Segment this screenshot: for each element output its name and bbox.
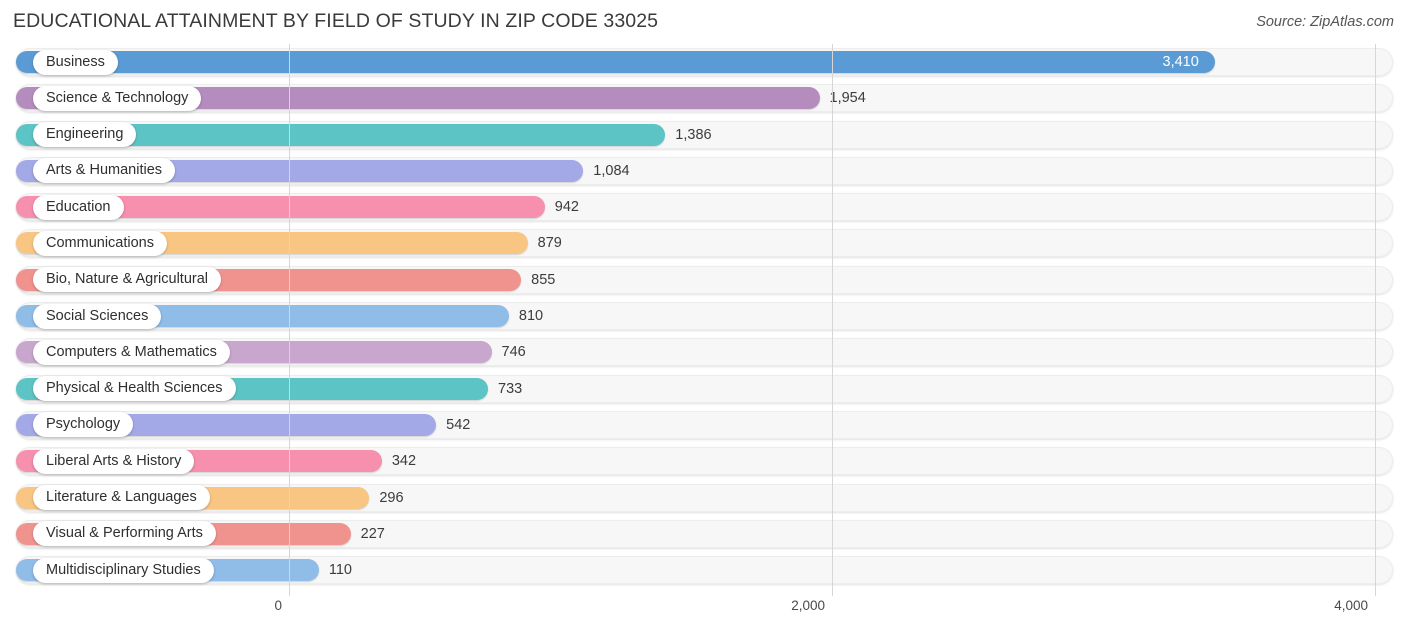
bar-value-label: 733 [498, 380, 523, 397]
category-label: Multidisciplinary Studies [33, 557, 214, 583]
bar-value-label: 342 [391, 453, 417, 470]
category-label: Communications [33, 230, 167, 256]
category-label: Engineering [33, 122, 137, 148]
bar-rows: Business 3,410 Science & Technology 1,954 En… [0, 44, 1406, 588]
bar-fill[interactable] [16, 196, 545, 219]
category-label: Literature & Languages [33, 485, 210, 511]
bar-row[interactable]: Bio, Nature & Agricultural 855 [0, 262, 1406, 298]
bar-value-label: 296 [379, 489, 404, 506]
bar-fill[interactable] [16, 87, 820, 110]
bar-row[interactable]: Liberal Arts & History 342 [0, 443, 1406, 479]
bar-fill[interactable] [16, 123, 666, 146]
bar-value-label: 855 [531, 271, 556, 288]
category-label: Computers & Mathematics [33, 339, 230, 365]
category-label: Bio, Nature & Agricultural [33, 267, 221, 293]
bar-value-label: 746 [501, 344, 526, 361]
bar-row[interactable]: Social Sciences 810 [0, 298, 1406, 334]
bar-row[interactable]: Computers & Mathematics 746 [0, 334, 1406, 370]
source-attribution: Source: ZipAtlas.com [1256, 14, 1394, 30]
bar-value-label: 542 [446, 416, 471, 433]
bar-value-label: 227 [360, 525, 385, 542]
category-label: Science & Technology [33, 85, 202, 111]
bar-row[interactable]: Education 942 [0, 189, 1406, 225]
bar-value-label: 1,386 [675, 126, 712, 143]
bar-value-label: 1,084 [593, 162, 630, 179]
bar-row[interactable]: Literature & Languages 296 [0, 480, 1406, 516]
bar-row[interactable]: Multidisciplinary Studies 110 [0, 552, 1406, 588]
chart-plot-area: Business 3,410 Science & Technology 1,954 En… [0, 44, 1406, 596]
bar-value-label: 810 [518, 308, 544, 325]
category-label: Psychology [33, 412, 134, 438]
bar-value-label: 1,954 [829, 90, 866, 107]
category-label: Visual & Performing Arts [33, 521, 216, 547]
bar-row[interactable]: Physical & Health Sciences 733 [0, 371, 1406, 407]
bar-row[interactable]: Business 3,410 [0, 44, 1406, 80]
bar-value-label: 879 [537, 235, 562, 252]
category-label: Social Sciences [33, 303, 162, 329]
bar-row[interactable]: Science & Technology 1,954 [0, 80, 1406, 116]
x-axis-tick: 2,000 [791, 598, 825, 613]
category-label: Arts & Humanities [33, 158, 176, 184]
bar-value-label: 110 [328, 562, 352, 579]
bar-row[interactable]: Communications 879 [0, 225, 1406, 261]
category-label: Education [33, 194, 124, 220]
category-label: Physical & Health Sciences [33, 376, 236, 402]
bar-value-label: 942 [554, 199, 579, 216]
chart-header: EDUCATIONAL ATTAINMENT BY FIELD OF STUDY… [0, 0, 1406, 44]
category-label: Business [33, 49, 118, 75]
category-label: Liberal Arts & History [33, 448, 195, 474]
x-axis-tick: 4,000 [1334, 598, 1368, 613]
bar-row[interactable]: Engineering 1,386 [0, 117, 1406, 153]
bar-fill[interactable] [16, 51, 1215, 73]
x-axis: 0 2,000 4,000 [0, 596, 1406, 631]
page-title: EDUCATIONAL ATTAINMENT BY FIELD OF STUDY… [13, 10, 659, 32]
x-axis-tick: 0 [274, 598, 282, 613]
bar-row[interactable]: Psychology 542 [0, 407, 1406, 443]
bar-row[interactable]: Arts & Humanities 1,084 [0, 153, 1406, 189]
bar-row[interactable]: Visual & Performing Arts 227 [0, 516, 1406, 552]
bar-value-label: 3,410 [1162, 54, 1199, 70]
